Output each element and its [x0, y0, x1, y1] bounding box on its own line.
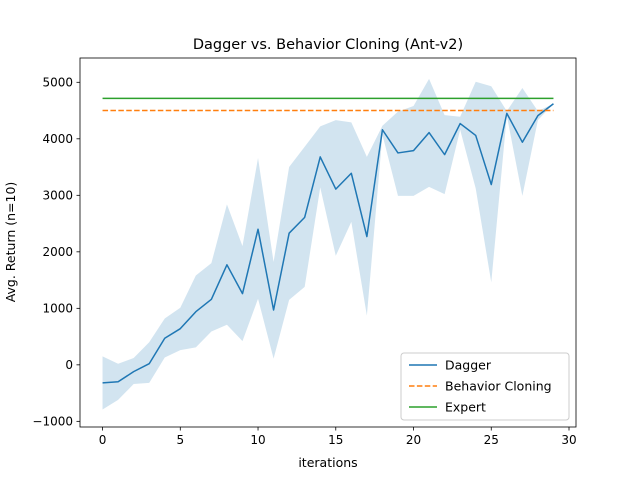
series-line-dagger: [102, 103, 554, 384]
x-tick-label: 10: [250, 433, 265, 447]
y-tick-label: 0: [65, 358, 73, 372]
x-axis-label: iterations: [298, 455, 357, 470]
x-tick-label: 25: [484, 433, 499, 447]
x-tick-label: 20: [406, 433, 421, 447]
x-tick-label: 15: [328, 433, 343, 447]
y-tick-label: 5000: [42, 76, 73, 90]
axes: 0 5 10 15 20 25 30 −1000 0 1000 2000 3000 4000 5000: [32, 57, 577, 447]
x-tick-label: 30: [561, 433, 576, 447]
legend-box: [400, 352, 570, 421]
dagger-std-band: [102, 78, 554, 410]
y-tick-label: 1000: [42, 302, 73, 316]
legend: Dagger Behavior Cloning Expert: [400, 352, 570, 421]
legend-label-behavior-cloning: Behavior Cloning: [445, 379, 552, 394]
plot-area: [102, 78, 554, 410]
y-tick-label: 4000: [42, 132, 73, 146]
y-tick-label: 3000: [42, 189, 73, 203]
y-axis-label: Avg. Return (n=10): [3, 182, 18, 303]
x-tick-label: 0: [99, 433, 107, 447]
axes-frame: [79, 57, 577, 428]
legend-label-dagger: Dagger: [445, 358, 492, 373]
x-tick-label: 5: [176, 433, 184, 447]
y-tick-label: −1000: [32, 415, 73, 429]
legend-label-expert: Expert: [445, 400, 486, 415]
y-tick-label: 2000: [42, 245, 73, 259]
chart-title: Dagger vs. Behavior Cloning (Ant-v2): [193, 37, 463, 53]
